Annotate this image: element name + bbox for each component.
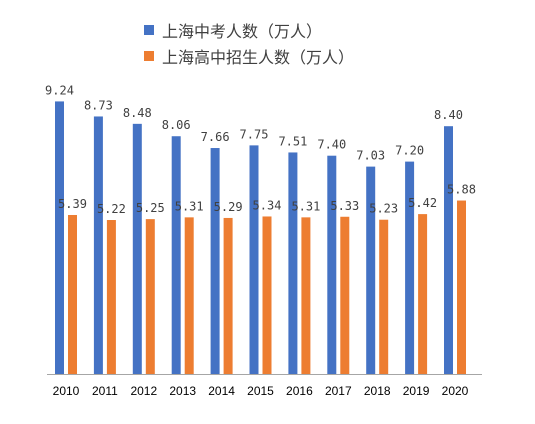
- bar-series-1-2010: [55, 101, 64, 375]
- bar-series-2-2016: [301, 217, 311, 374]
- bar-series-2-2011: [106, 220, 116, 374]
- bar-series-1-2013: [171, 136, 181, 374]
- data-label-series-2-2014: 5.29: [214, 200, 243, 214]
- bar-series-1-2017: [327, 155, 337, 374]
- x-tick-label-2016: 2016: [286, 384, 313, 398]
- bar-series-1-2019: [405, 161, 415, 374]
- data-label-series-2-2020: 5.88: [447, 183, 476, 197]
- x-tick-label-2017: 2017: [325, 384, 352, 398]
- data-label-series-2-2016: 5.31: [291, 199, 320, 213]
- data-label-series-1-2019: 7.20: [395, 144, 424, 158]
- data-label-series-1-2016: 7.51: [278, 134, 307, 148]
- x-tick-label-2019: 2019: [403, 384, 430, 398]
- data-label-series-2-2010: 5.39: [58, 197, 87, 211]
- data-label-series-2-2012: 5.25: [136, 201, 165, 215]
- data-label-series-2-2015: 5.34: [253, 198, 282, 212]
- data-label-series-1-2014: 7.66: [201, 130, 230, 144]
- bar-series-1-2012: [132, 123, 142, 374]
- data-label-series-2-2011: 5.22: [97, 202, 126, 216]
- legend-swatch-series-1: [144, 25, 154, 35]
- data-label-series-1-2011: 8.73: [84, 98, 113, 112]
- legend-item-series-2: 上海高中招生人数（万人）: [144, 44, 354, 68]
- bar-series-2-2013: [184, 217, 194, 374]
- bar-series-2-2012: [145, 219, 155, 374]
- data-label-series-2-2018: 5.23: [369, 202, 398, 216]
- legend-label-series-1: 上海中考人数（万人）: [162, 22, 323, 41]
- bar-series-2-2020: [457, 200, 466, 374]
- data-label-series-2-2017: 5.33: [330, 199, 359, 213]
- legend-label-series-2: 上海高中招生人数（万人）: [162, 48, 355, 67]
- legend-swatch-series-2: [144, 51, 154, 61]
- bar-series-2-2015: [262, 216, 272, 374]
- bar-series-1-2018: [366, 166, 376, 374]
- bar-series-2-2017: [340, 216, 350, 374]
- data-label-series-1-2012: 8.48: [123, 106, 152, 120]
- bar-series-1-2014: [210, 148, 220, 374]
- data-label-series-1-2010: 9.24: [45, 83, 74, 97]
- bar-series-1-2016: [288, 152, 298, 374]
- x-tick-label-2015: 2015: [247, 384, 274, 398]
- data-label-series-1-2020: 8.40: [434, 108, 463, 122]
- data-label-series-2-2013: 5.31: [175, 199, 204, 213]
- x-tick-label-2020: 2020: [442, 384, 469, 398]
- x-tick-label-2010: 2010: [53, 384, 80, 398]
- x-tick-label-2012: 2012: [130, 384, 157, 398]
- data-label-series-2-2019: 5.42: [408, 196, 437, 210]
- bar-series-2-2019: [418, 214, 428, 374]
- legend-item-series-1: 上海中考人数（万人）: [144, 18, 322, 42]
- bar-series-1-2011: [93, 116, 103, 374]
- data-label-series-1-2018: 7.03: [356, 149, 385, 163]
- x-tick-label-2018: 2018: [364, 384, 391, 398]
- bar-series-1-2020: [444, 126, 453, 374]
- bar-series-2-2014: [223, 217, 233, 374]
- x-tick-label-2013: 2013: [169, 384, 196, 398]
- data-label-series-1-2013: 8.06: [162, 118, 191, 132]
- bar-series-1-2015: [249, 145, 259, 374]
- data-label-series-1-2017: 7.40: [317, 138, 346, 152]
- x-tick-label-2011: 2011: [92, 384, 118, 398]
- bar-series-2-2010: [68, 214, 77, 374]
- data-label-series-1-2015: 7.75: [240, 127, 269, 141]
- bar-series-2-2018: [379, 219, 389, 374]
- x-tick-label-2014: 2014: [208, 384, 235, 398]
